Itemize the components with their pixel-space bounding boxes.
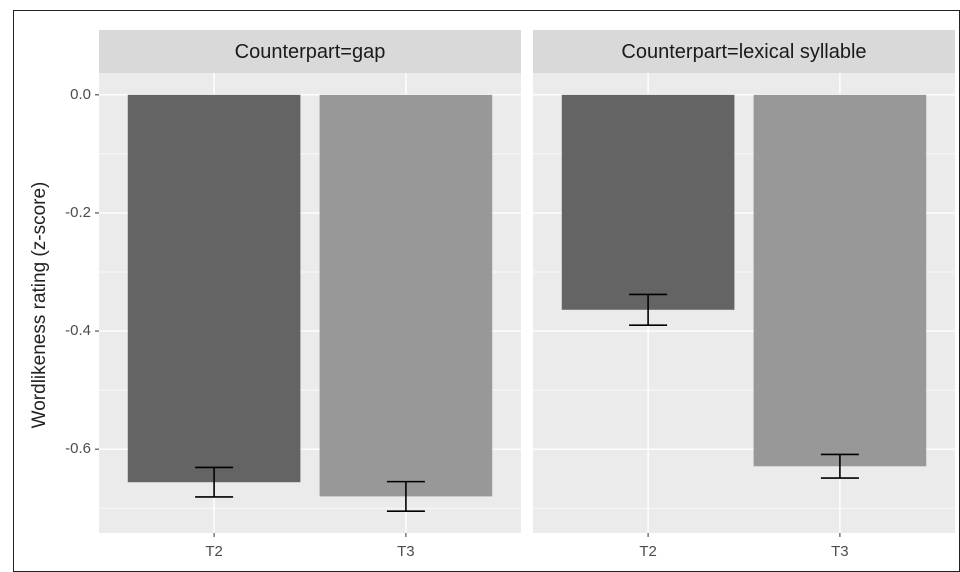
panel-title: Counterpart=lexical syllable (621, 41, 866, 63)
bar (127, 94, 301, 483)
y-tick-label: -0.6 (65, 440, 91, 457)
y-tick-label: -0.4 (65, 322, 91, 339)
y-tick-label: -0.2 (65, 204, 91, 221)
strip (533, 30, 955, 73)
y-tick-label: 0.0 (70, 86, 91, 103)
strip (99, 30, 521, 73)
y-axis-label: Wordlikeness rating (z-score) (29, 182, 50, 429)
bar (561, 94, 735, 310)
x-tick-label: T2 (205, 543, 223, 560)
bar (753, 94, 927, 467)
panel-title: Counterpart=gap (235, 41, 386, 63)
x-tick-label: T2 (639, 543, 657, 560)
x-tick-label: T3 (831, 543, 849, 560)
bar (319, 94, 493, 497)
x-tick-label: T3 (397, 543, 415, 560)
